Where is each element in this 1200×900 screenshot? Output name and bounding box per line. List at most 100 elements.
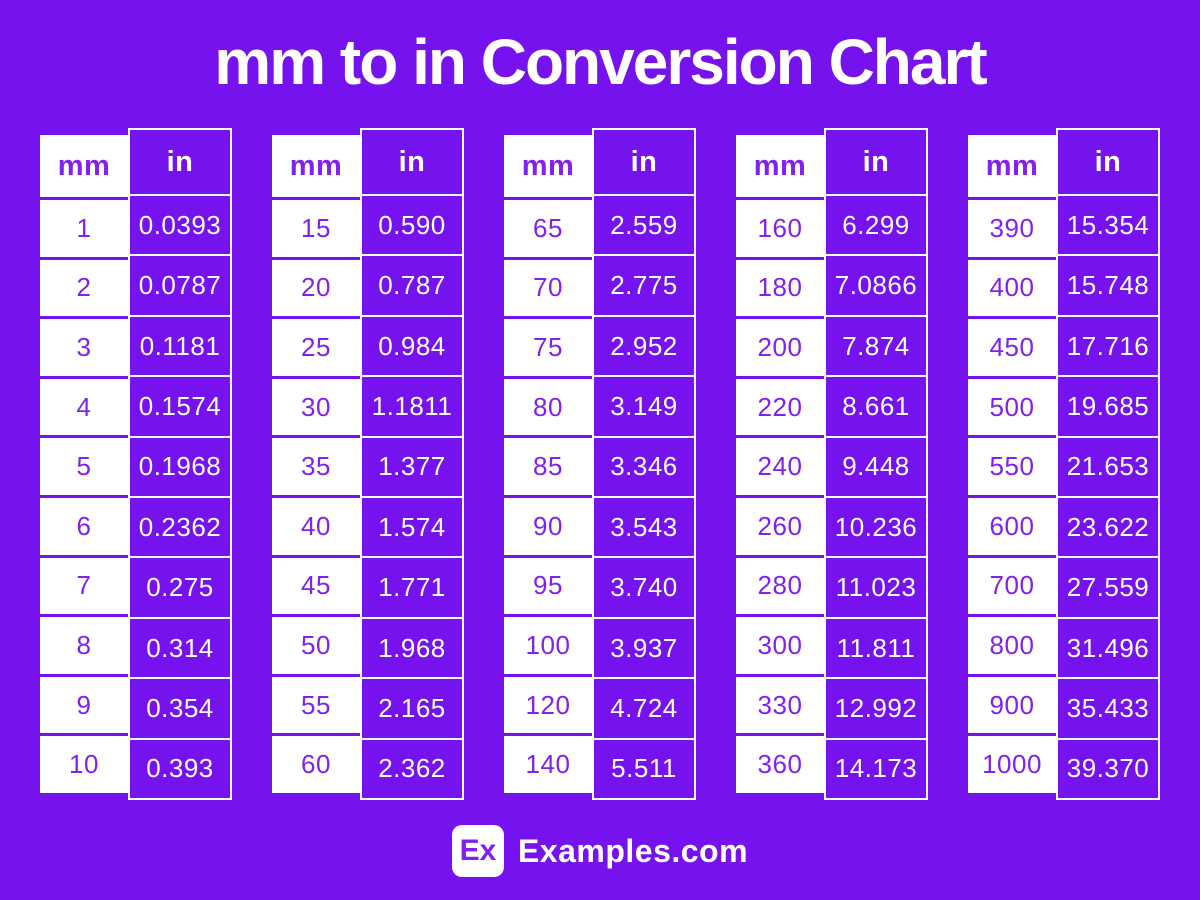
mm-value-cell: 7: [40, 554, 128, 615]
in-value-cell: 0.2362: [130, 496, 230, 556]
in-value-cell: 17.716: [1058, 314, 1158, 375]
in-value-cell: 0.1574: [130, 375, 230, 435]
conversion-table-1: mm 1 2 3 4 5 6 7 8 9 10 in 0.0393 0.0787 0.1181 0.1574 0…: [40, 128, 232, 800]
in-value-cell: 35.433: [1058, 677, 1158, 737]
in-column: in 0.590 0.787 0.984 1.1811 1.377 1.574 1.771 1.…: [360, 128, 464, 800]
mm-value-cell: 35: [272, 435, 360, 495]
mm-value-cell: 500: [968, 375, 1056, 436]
mm-value-cell: 390: [968, 197, 1056, 257]
in-value-cell: 2.559: [594, 194, 694, 254]
mm-value-cell: 60: [272, 733, 360, 793]
mm-value-cell: 65: [504, 197, 592, 257]
mm-value-cell: 55: [272, 673, 360, 734]
mm-value-cell: 240: [736, 435, 824, 495]
mm-value-cell: 400: [968, 256, 1056, 317]
mm-value-cell: 330: [736, 673, 824, 734]
in-value-cell: 3.740: [594, 556, 694, 616]
mm-value-cell: 45: [272, 554, 360, 615]
mm-column: mm 65 70 75 80 85 90 95 100 120 140: [504, 135, 592, 793]
mm-column: mm 1 2 3 4 5 6 7 8 9 10: [40, 135, 128, 793]
in-value-cell: 1.968: [362, 616, 462, 677]
in-value-cell: 4.724: [594, 677, 694, 737]
footer: Ex Examples.com: [0, 825, 1200, 877]
mm-value-cell: 50: [272, 614, 360, 674]
mm-value-cell: 1: [40, 197, 128, 257]
mm-value-cell: 120: [504, 673, 592, 734]
mm-value-cell: 550: [968, 435, 1056, 495]
in-value-cell: 39.370: [1058, 737, 1158, 798]
mm-header-cell: mm: [57, 149, 111, 182]
page-title: mm to in Conversion Chart: [214, 26, 987, 98]
mm-value-cell: 30: [272, 375, 360, 436]
conversion-table-5: mm 390 400 450 500 550 600 700 800 900 1000 in 15.35…: [968, 128, 1160, 800]
conversion-table-4: mm 160 180 200 220 240 260 280 300 330 360 in 6.299 7…: [736, 128, 928, 800]
mm-value-cell: 15: [272, 197, 360, 257]
mm-value-cell: 8: [40, 614, 128, 674]
mm-header-cell: mm: [985, 149, 1039, 182]
in-value-cell: 21.653: [1058, 435, 1158, 496]
mm-value-cell: 4: [40, 375, 128, 436]
mm-value-cell: 1000: [968, 733, 1056, 793]
mm-value-cell: 160: [736, 197, 824, 257]
in-value-cell: 3.937: [594, 616, 694, 677]
in-value-cell: 1.574: [362, 496, 462, 556]
in-value-cell: 8.661: [826, 375, 926, 435]
mm-column: mm 15 20 25 30 35 40 45 50 55 60: [272, 135, 360, 793]
mm-value-cell: 40: [272, 494, 360, 555]
in-value-cell: 9.448: [826, 435, 926, 496]
mm-value-cell: 600: [968, 494, 1056, 555]
in-value-cell: 14.173: [826, 737, 926, 798]
mm-value-cell: 100: [504, 614, 592, 674]
in-value-cell: 23.622: [1058, 496, 1158, 556]
mm-value-cell: 2: [40, 256, 128, 317]
examples-logo-icon: Ex: [451, 825, 504, 877]
in-value-cell: 31.496: [1058, 616, 1158, 677]
in-value-cell: 3.346: [594, 435, 694, 496]
in-column: in 6.299 7.0866 7.874 8.661 9.448 10.236 11.023…: [824, 128, 928, 800]
mm-value-cell: 20: [272, 256, 360, 317]
mm-value-cell: 3: [40, 316, 128, 376]
in-value-cell: 0.590: [362, 194, 462, 254]
in-value-cell: 2.952: [594, 314, 694, 375]
in-value-cell: 19.685: [1058, 375, 1158, 435]
mm-value-cell: 5: [40, 435, 128, 495]
in-value-cell: 1.771: [362, 556, 462, 616]
in-header-cell: in: [862, 145, 890, 178]
mm-value-cell: 90: [504, 494, 592, 555]
in-value-cell: 2.362: [362, 737, 462, 798]
conversion-tables-container: mm 1 2 3 4 5 6 7 8 9 10 in 0.0393 0.0787 0.1181 0.1574 0…: [0, 128, 1200, 800]
in-header-cell: in: [398, 145, 426, 178]
mm-value-cell: 180: [736, 256, 824, 317]
mm-value-cell: 75: [504, 316, 592, 376]
in-header-cell: in: [1094, 145, 1122, 178]
mm-value-cell: 25: [272, 316, 360, 376]
mm-value-cell: 70: [504, 256, 592, 317]
in-value-cell: 0.393: [130, 737, 230, 798]
mm-value-cell: 6: [40, 494, 128, 555]
mm-column: mm 390 400 450 500 550 600 700 800 900 1000: [968, 135, 1056, 793]
mm-header-cell: mm: [521, 149, 575, 182]
mm-header-cell: mm: [753, 149, 807, 182]
in-value-cell: 0.1968: [130, 435, 230, 496]
mm-value-cell: 300: [736, 614, 824, 674]
in-value-cell: 3.543: [594, 496, 694, 556]
in-value-cell: 27.559: [1058, 556, 1158, 616]
in-value-cell: 2.165: [362, 677, 462, 737]
site-name: Examples.com: [517, 832, 749, 869]
in-value-cell: 11.811: [826, 616, 926, 677]
in-value-cell: 6.299: [826, 194, 926, 254]
mm-value-cell: 280: [736, 554, 824, 615]
in-value-cell: 1.377: [362, 435, 462, 496]
in-column: in 15.354 15.748 17.716 19.685 21.653 23.622 27…: [1056, 128, 1160, 800]
mm-value-cell: 800: [968, 614, 1056, 674]
in-value-cell: 2.775: [594, 254, 694, 314]
mm-value-cell: 700: [968, 554, 1056, 615]
in-value-cell: 11.023: [826, 556, 926, 616]
in-value-cell: 5.511: [594, 737, 694, 798]
in-header-cell: in: [630, 145, 658, 178]
in-value-cell: 15.354: [1058, 194, 1158, 254]
in-value-cell: 10.236: [826, 496, 926, 556]
in-value-cell: 0.0393: [130, 194, 230, 254]
in-value-cell: 7.0866: [826, 254, 926, 314]
in-column: in 2.559 2.775 2.952 3.149 3.346 3.543 3.740 3.9…: [592, 128, 696, 800]
